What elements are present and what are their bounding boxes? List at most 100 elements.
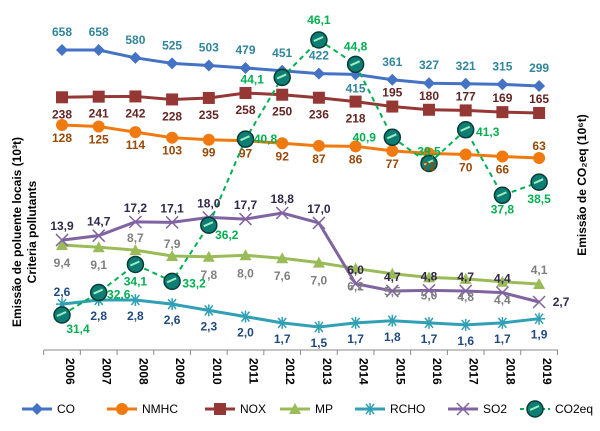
data-point-square [202, 91, 215, 104]
sphere-highlight [166, 277, 177, 284]
data-label: 2,8 [127, 309, 144, 323]
x-tick-label: 2012 [283, 358, 297, 385]
data-label: 580 [125, 33, 145, 47]
data-point-sphere [200, 216, 218, 234]
data-point-circle [166, 131, 179, 144]
data-label: 32,6 [107, 288, 131, 302]
data-point-circle [116, 403, 128, 415]
data-point-asterisk [533, 312, 546, 325]
data-point-asterisk [239, 310, 252, 323]
data-label: 525 [162, 38, 182, 52]
data-point-triangle [496, 275, 509, 287]
legend-item-so2: SO2 [448, 402, 507, 416]
data-point-triangle [386, 267, 399, 279]
data-point-square [239, 87, 252, 99]
y-axis-subtitle-left: Criteria pollutants [25, 180, 39, 283]
data-point-triangle [202, 250, 215, 262]
data-point-sphere [526, 400, 544, 418]
data-point-triangle [166, 250, 179, 262]
data-point-circle [533, 152, 546, 164]
data-point-sphere [310, 31, 328, 49]
data-label: 327 [419, 58, 439, 72]
data-point-diamond [92, 44, 105, 56]
data-label: 195 [382, 86, 402, 100]
legend-label: CO [57, 402, 75, 416]
data-point-asterisk [364, 403, 376, 415]
data-point-triangle [239, 249, 252, 261]
data-label: 2,0 [237, 326, 254, 340]
data-point-triangle [423, 271, 435, 283]
legend-label: NOX [240, 402, 266, 416]
data-point-diamond [166, 57, 179, 70]
data-label: 18,0 [197, 196, 221, 210]
data-label: 2,8 [90, 309, 107, 323]
data-label: 6,0 [347, 263, 364, 277]
data-label: 114 [126, 138, 146, 152]
data-label: 1,8 [384, 330, 401, 344]
data-label: 41,3 [476, 125, 500, 139]
x-tick-label: 2008 [136, 358, 150, 385]
data-label: 18,8 [271, 192, 295, 206]
data-label: 361 [382, 55, 402, 69]
data-point-square [214, 403, 226, 415]
data-label: 479 [235, 43, 255, 57]
data-point-diamond [56, 44, 68, 56]
data-point-diamond [386, 73, 399, 86]
sphere-highlight [496, 191, 507, 198]
series-line-mp [61, 243, 540, 286]
data-point-x [55, 233, 69, 247]
data-point-x [312, 216, 326, 230]
data-label: 1,7 [421, 332, 438, 346]
data-point-square [92, 90, 105, 103]
data-point-asterisk [202, 304, 215, 317]
legend-label: NMHC [142, 402, 178, 416]
data-point-asterisk [56, 298, 68, 311]
data-label: 4,1 [531, 263, 548, 277]
data-point-asterisk [386, 314, 399, 327]
data-label: 2,6 [164, 313, 181, 327]
x-tick-label: 2017 [467, 358, 481, 385]
x-tick-label: 2011 [247, 358, 261, 384]
sphere-highlight [533, 178, 544, 185]
legend-label: MP [315, 402, 333, 416]
data-point-circle [459, 148, 472, 161]
data-label: 14,7 [87, 215, 111, 229]
data-label: 92 [276, 149, 290, 163]
data-point-square [129, 90, 142, 103]
data-point-square [423, 103, 435, 116]
legend-item-mp: MP [280, 402, 333, 416]
x-tick-label: 2006 [63, 358, 77, 385]
data-label: 72 [422, 159, 436, 173]
sphere-highlight [56, 311, 67, 317]
data-label: 97 [239, 147, 253, 161]
data-point-x [275, 206, 289, 220]
sphere-highlight [203, 221, 214, 228]
data-point-square [349, 95, 362, 108]
sphere-highlight [529, 405, 540, 411]
data-label: 218 [346, 112, 366, 126]
data-point-triangle [289, 403, 301, 414]
data-label: 31,4 [66, 322, 90, 336]
data-label: 503 [199, 41, 219, 55]
data-point-x [349, 277, 363, 291]
data-label: 2,6 [54, 285, 71, 299]
data-label: 1,7 [274, 332, 291, 346]
series-rcho [56, 294, 546, 333]
sphere-highlight [350, 60, 361, 67]
data-label: 4,4 [494, 272, 511, 286]
data-label: 34,1 [124, 274, 148, 288]
x-tick-label: 2019 [540, 358, 554, 385]
data-label: 17,0 [307, 202, 331, 216]
data-label: 2,3 [200, 319, 217, 333]
data-point-sphere [456, 121, 475, 139]
data-label: 8,7 [127, 231, 144, 245]
data-point-diamond [202, 59, 215, 72]
series-line-rcho [61, 298, 540, 329]
data-label: 46,1 [307, 13, 331, 27]
data-label: 86 [349, 152, 363, 166]
data-point-diamond [31, 403, 43, 415]
data-label: 1,7 [347, 332, 364, 346]
data-label: 1,5 [311, 336, 328, 350]
data-label: 250 [272, 105, 292, 119]
data-label: 44,8 [344, 39, 368, 53]
